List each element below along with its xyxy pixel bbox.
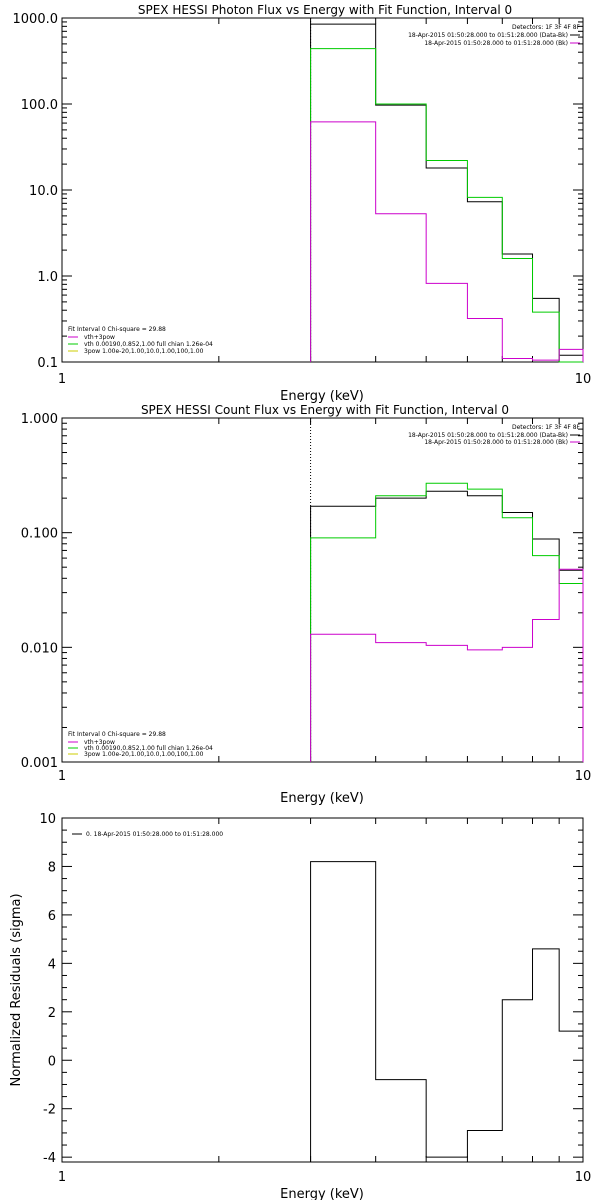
legend-data-bk: 18-Apr-2015 01:50:28.000 to 01:51:28.000… xyxy=(408,32,568,39)
legend-detectors: Detectors: 1F 3F 4F 8F xyxy=(512,424,581,431)
series-data xyxy=(310,23,584,362)
panel-2-legend-top-right: Detectors: 1F 3F 4F 8F 18-Apr-2015 01:50… xyxy=(408,424,580,446)
y-tick-label: 10 xyxy=(39,812,56,827)
legend-3pow: 3pow 1.00e-20,1.00,10.0,1.00,100,1.00 xyxy=(84,751,204,758)
panel-3-xtick-10: 10 xyxy=(575,1170,592,1185)
panel-2-title: SPEX HESSI Count Flux vs Energy with Fit… xyxy=(141,403,509,417)
y-tick-label: -2 xyxy=(43,1103,56,1118)
legend-fit-interval: Fit Interval 0 Chi-square = 29.88 xyxy=(68,731,166,738)
y-tick-label: 1.000 xyxy=(21,412,58,427)
series-3pow xyxy=(310,568,584,762)
panel-3-legend: 0. 18-Apr-2015 01:50:28.000 to 01:51:28.… xyxy=(72,831,223,838)
panel-1-xtick-10: 10 xyxy=(575,372,592,387)
y-tick-label: 0.1 xyxy=(37,356,58,371)
panel-3-frame xyxy=(61,817,584,1163)
legend-vth: vth 0.00190,0.852,1.00 full chian 1.26e-… xyxy=(84,341,213,348)
series-vth-3pow xyxy=(310,48,583,363)
panel-2-frame xyxy=(61,417,584,763)
panel-count-flux: SPEX HESSI Count Flux vs Energy with Fit… xyxy=(21,403,591,806)
legend-residual-label: 0. 18-Apr-2015 01:50:28.000 to 01:51:28.… xyxy=(86,831,223,838)
legend-vth3pow: vth+3pow xyxy=(84,739,115,746)
y-tick-label: 10.0 xyxy=(29,184,58,199)
panel-3-xtick-1: 1 xyxy=(58,1170,66,1185)
y-tick-label: -4 xyxy=(43,1151,56,1166)
y-tick-label: 0 xyxy=(48,1054,56,1069)
panel-2-xtick-10: 10 xyxy=(575,769,592,784)
legend-fit-interval: Fit Interval 0 Chi-square = 29.88 xyxy=(68,326,166,333)
series-3pow xyxy=(310,121,584,362)
legend-detectors: Detectors: 1F 3F 4F 8F xyxy=(512,24,581,31)
panel-1-legend-top-right: Detectors: 1F 3F 4F 8F 18-Apr-2015 01:50… xyxy=(408,24,580,47)
panel-3-ylabel: Normalized Residuals (sigma) xyxy=(9,893,24,1086)
y-tick-label: 0.010 xyxy=(21,641,58,656)
y-tick-label: 100.0 xyxy=(21,98,58,113)
legend-vth: vth 0.00190,0.852,1.00 full chian 1.26e-… xyxy=(84,745,213,752)
panel-2-legend-bottom-left: Fit Interval 0 Chi-square = 29.88 vth+3p… xyxy=(68,731,213,758)
y-tick-label: 8 xyxy=(48,860,56,875)
panel-1-xtick-1: 1 xyxy=(58,372,66,387)
legend-3pow: 3pow 1.00e-20,1.00,10.0,1.00,100,1.00 xyxy=(84,348,204,355)
series-data xyxy=(310,490,584,762)
panel-1-frame xyxy=(61,17,584,363)
panel-2-xlabel: Energy (keV) xyxy=(280,791,364,806)
y-tick-label: 1000.0 xyxy=(13,12,59,27)
panel-1-title: SPEX HESSI Photon Flux vs Energy with Fi… xyxy=(138,3,512,17)
y-tick-label: 0.001 xyxy=(21,756,58,771)
panel-3-xlabel: Energy (keV) xyxy=(280,1187,364,1200)
y-tick-label: 4 xyxy=(48,957,56,972)
y-tick-label: 2 xyxy=(48,1006,56,1021)
panel-1-xlabel: Energy (keV) xyxy=(280,389,364,404)
series-0-18-apr-2015-01-50-28-000-to-01-51-28-000 xyxy=(310,861,584,1162)
y-tick-label: 1.0 xyxy=(37,270,58,285)
legend-vth3pow: vth+3pow xyxy=(84,334,115,341)
series-vth-3pow xyxy=(310,482,584,762)
legend-data-bk: 18-Apr-2015 01:50:28.000 to 01:51:28.000… xyxy=(408,432,568,439)
panel-2-xtick-1: 1 xyxy=(58,769,66,784)
panel-1-legend-bottom-left: Fit Interval 0 Chi-square = 29.88 vth+3p… xyxy=(68,326,213,355)
panel-photon-flux: SPEX HESSI Photon Flux vs Energy with Fi… xyxy=(13,3,592,404)
legend-bk: 18-Apr-2015 01:50:28.000 to 01:51:28.000… xyxy=(424,439,568,446)
y-tick-label: 6 xyxy=(48,909,56,924)
legend-bk: 18-Apr-2015 01:50:28.000 to 01:51:28.000… xyxy=(424,40,568,47)
y-tick-label: 0.100 xyxy=(21,527,58,542)
panel-residuals: 1 10 Energy (keV) Normalized Residuals (… xyxy=(9,812,591,1200)
